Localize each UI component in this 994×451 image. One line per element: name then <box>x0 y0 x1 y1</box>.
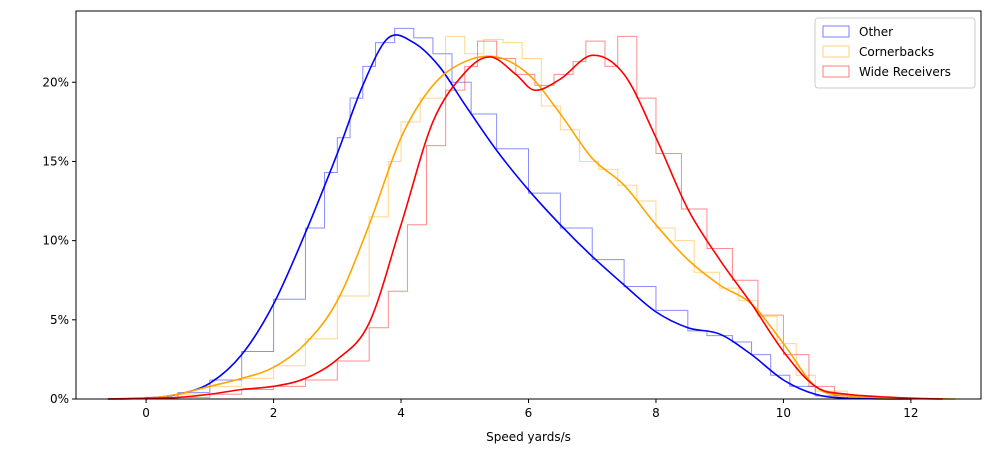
legend-label: Other <box>859 25 893 39</box>
x-tick-label: 8 <box>652 406 660 420</box>
y-tick-label: 15% <box>42 154 69 168</box>
y-tick-label: 5% <box>50 313 69 327</box>
legend: Other Cornerbacks Wide Receivers <box>814 17 976 89</box>
legend-swatch <box>822 65 850 78</box>
plot-frame <box>75 10 982 400</box>
legend-swatch <box>822 25 850 38</box>
x-tick-label: 10 <box>776 406 791 420</box>
x-axis-label: Speed yards/s <box>486 430 571 444</box>
kde-line-cornerbacks <box>107 55 956 400</box>
x-tick-label: 2 <box>270 406 278 420</box>
legend-label: Wide Receivers <box>859 65 951 79</box>
y-tick-label: 0% <box>50 392 69 406</box>
histogram-wide-receivers <box>177 35 861 399</box>
x-tick-label: 4 <box>397 406 405 420</box>
y-tick-label: 10% <box>42 234 69 248</box>
x-tick-label: 6 <box>525 406 533 420</box>
x-axis: 0 2 4 6 8 10 12 <box>142 399 919 420</box>
kde-line-other <box>107 34 911 400</box>
y-axis: 0% 5% 10% 15% 20% <box>42 75 76 406</box>
x-tick-label: 12 <box>903 406 918 420</box>
y-tick-label: 20% <box>42 75 69 89</box>
plot-area <box>107 27 956 400</box>
legend-label: Cornerbacks <box>859 45 934 59</box>
legend-swatch <box>822 45 850 58</box>
kde-line-wide-receivers <box>107 54 943 400</box>
histogram-other <box>145 27 848 399</box>
x-tick-label: 0 <box>142 406 150 420</box>
histogram-cornerbacks <box>145 35 848 399</box>
legend-box <box>814 17 976 89</box>
